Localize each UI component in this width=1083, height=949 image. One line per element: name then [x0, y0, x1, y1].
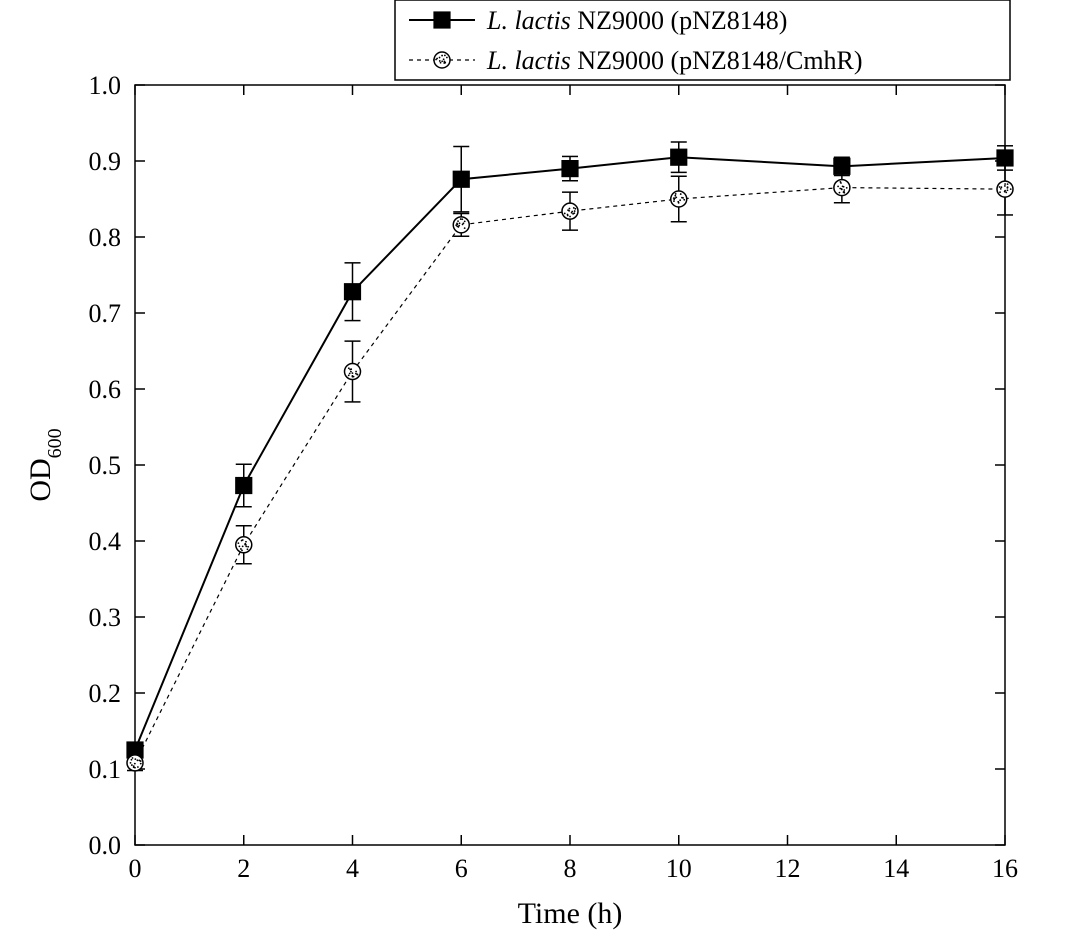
y-axis-label: OD600	[24, 428, 66, 501]
y-tick-label: 0.1	[89, 755, 122, 784]
legend: L. lactis NZ9000 (pNZ8148) L. lactis NZ90…	[395, 0, 1010, 80]
series-marker	[345, 284, 361, 300]
series-marker	[834, 180, 850, 196]
series-marker	[562, 161, 578, 177]
x-tick-label: 4	[346, 854, 359, 883]
x-tick-label: 2	[237, 854, 250, 883]
series-marker	[997, 181, 1013, 197]
series-marker	[671, 191, 687, 207]
legend-marker	[434, 52, 450, 68]
y-tick-label: 0.6	[89, 375, 122, 404]
y-tick-label: 0.4	[89, 527, 122, 556]
x-tick-label: 0	[129, 854, 142, 883]
series-s2	[127, 163, 1013, 771]
series-marker	[453, 217, 469, 233]
y-tick-label: 0.2	[89, 679, 122, 708]
series-marker	[345, 364, 361, 380]
y-tick-label: 0.9	[89, 147, 122, 176]
legend-marker	[434, 12, 450, 28]
series-s1	[127, 142, 1013, 758]
y-tick-label: 0.3	[89, 603, 122, 632]
series-marker	[453, 171, 469, 187]
x-tick-label: 16	[992, 854, 1018, 883]
chart-svg: 0 2 4 6 8 10 12 14 16 0.0 0.1 0.2 0.3 0.4 0.5 0.6 0.7 0.8…	[0, 0, 1083, 949]
series-marker	[236, 478, 252, 494]
series-line	[135, 188, 1005, 763]
x-tick-label: 6	[455, 854, 468, 883]
x-tick-label: 10	[666, 854, 692, 883]
y-tick-label: 1.0	[89, 71, 122, 100]
y-tick-label: 0.7	[89, 299, 122, 328]
y-tick-label: 0.8	[89, 223, 122, 252]
legend-label: L. lactis NZ9000 (pNZ8148/CmhR)	[486, 46, 863, 75]
legend-label: L. lactis NZ9000 (pNZ8148)	[486, 6, 787, 35]
chart-root: 0 2 4 6 8 10 12 14 16 0.0 0.1 0.2 0.3 0.4 0.5 0.6 0.7 0.8…	[0, 0, 1083, 949]
x-tick-label: 8	[564, 854, 577, 883]
x-axis-label: Time (h)	[518, 897, 623, 930]
series-marker	[671, 149, 687, 165]
x-tick-label: 12	[775, 854, 801, 883]
y-tick-label: 0.0	[89, 831, 122, 860]
x-tick-label: 14	[883, 854, 909, 883]
series-marker	[236, 537, 252, 553]
series-marker	[562, 203, 578, 219]
y-tick-label: 0.5	[89, 451, 122, 480]
series-line	[135, 157, 1005, 750]
series-marker	[127, 755, 143, 771]
